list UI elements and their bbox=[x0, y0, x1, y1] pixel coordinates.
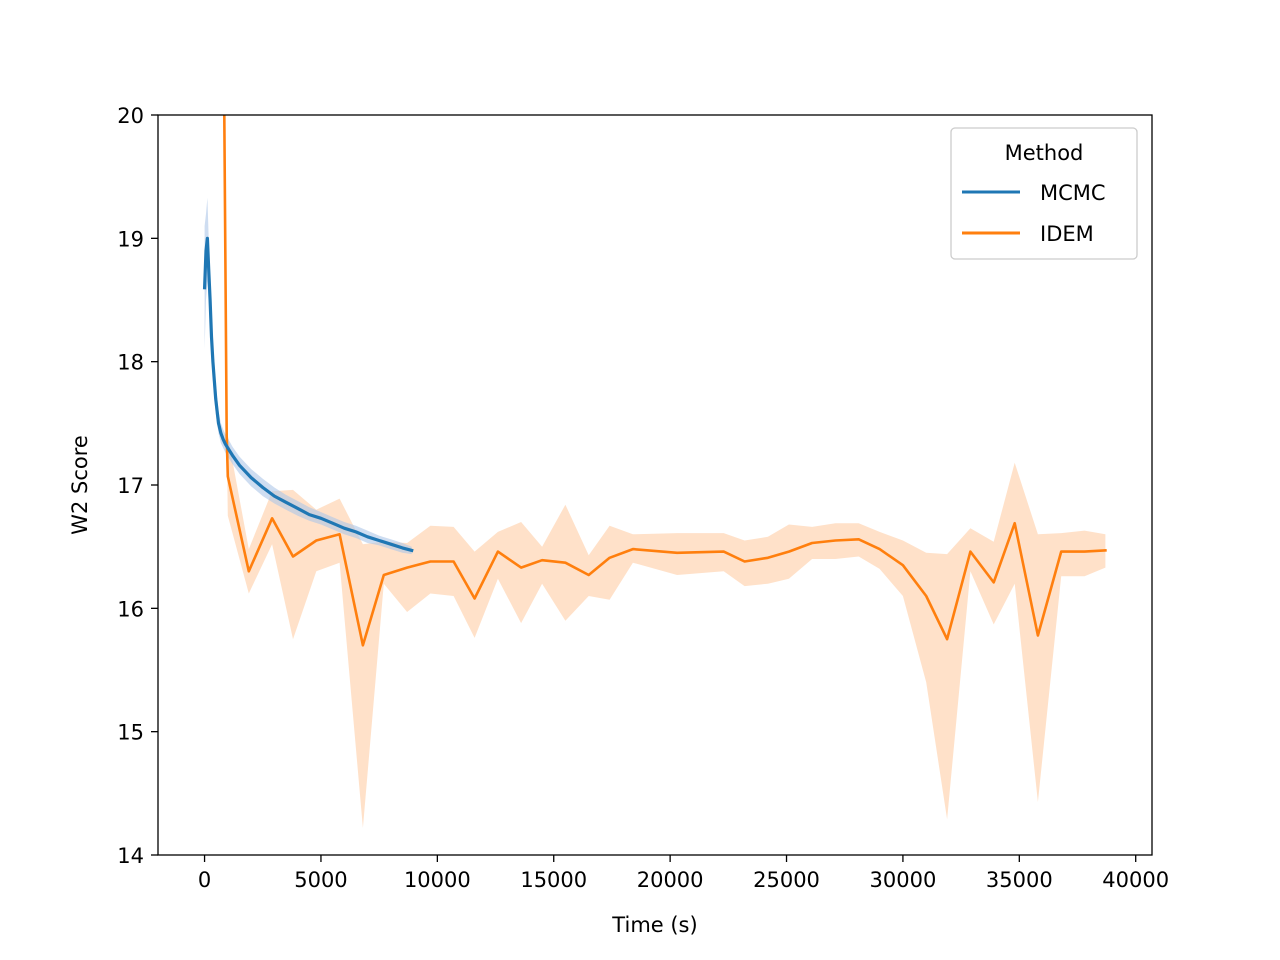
y-tick-label: 14 bbox=[117, 844, 144, 868]
y-tick-label: 18 bbox=[117, 351, 144, 375]
x-tick-label: 25000 bbox=[753, 868, 820, 892]
x-tick-label: 40000 bbox=[1102, 868, 1169, 892]
x-tick-label: 5000 bbox=[294, 868, 347, 892]
y-axis-label: W2 Score bbox=[68, 435, 92, 535]
y-tick-label: 16 bbox=[117, 597, 144, 621]
y-tick-label: 20 bbox=[117, 104, 144, 128]
x-tick-label: 35000 bbox=[986, 868, 1053, 892]
legend: Method MCMC IDEM bbox=[950, 127, 1138, 260]
series-line-idem bbox=[222, 115, 1107, 647]
x-tick-label: 20000 bbox=[637, 868, 704, 892]
legend-title: Method bbox=[1005, 141, 1084, 165]
y-tick-label: 15 bbox=[117, 721, 144, 745]
x-tick-label: 0 bbox=[198, 868, 211, 892]
y-axis: 14 15 16 17 18 19 20 bbox=[117, 104, 158, 868]
x-tick-label: 10000 bbox=[404, 868, 471, 892]
x-axis: 0 5000 10000 15000 20000 25000 30000 35000 40000 bbox=[198, 855, 1169, 892]
series-line-mcmc bbox=[202, 236, 414, 553]
legend-label-idem: IDEM bbox=[1040, 222, 1094, 246]
x-axis-label: Time (s) bbox=[611, 913, 697, 937]
x-tick-label: 15000 bbox=[520, 868, 587, 892]
x-tick-label: 30000 bbox=[870, 868, 937, 892]
y-tick-label: 17 bbox=[117, 474, 144, 498]
plot-content bbox=[202, 115, 1107, 828]
y-tick-label: 19 bbox=[117, 227, 144, 251]
legend-box bbox=[950, 127, 1138, 260]
legend-label-mcmc: MCMC bbox=[1040, 181, 1106, 205]
